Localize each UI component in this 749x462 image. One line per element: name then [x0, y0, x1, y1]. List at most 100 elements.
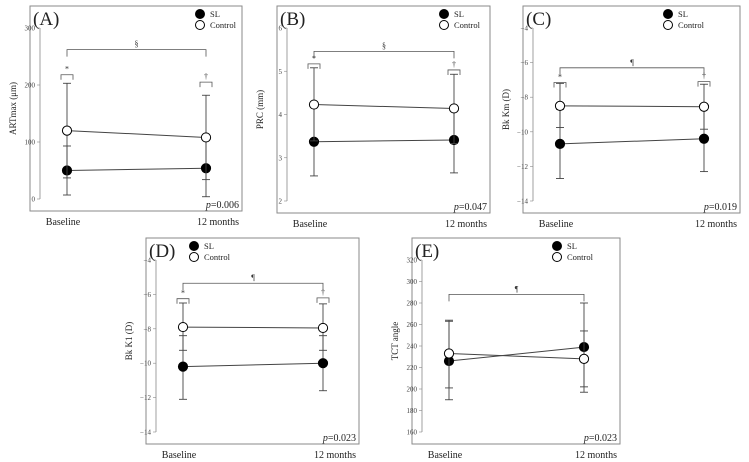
y-tick-label: 240 — [407, 343, 418, 351]
plot-frame — [29, 5, 243, 212]
data-point-control — [443, 348, 455, 359]
data-point-control — [578, 353, 590, 364]
y-tick-label: 320 — [407, 257, 418, 265]
legend-sl-label: SL — [567, 241, 577, 251]
y-axis-label: Bk K1 (D) — [124, 322, 134, 361]
y-tick-label: −4 — [144, 257, 152, 265]
data-point-control — [61, 125, 73, 136]
series-line-sl — [559, 138, 705, 145]
y-tick-label: −10 — [517, 128, 528, 136]
legend-sl-marker — [195, 9, 205, 19]
p-value: p=0.023 — [583, 433, 617, 444]
pair-bracket-symbol: † — [204, 72, 208, 81]
x-tick-label: Baseline — [428, 450, 463, 461]
pair-bracket-symbol: † — [702, 72, 706, 81]
panel-label: (D) — [149, 241, 175, 262]
data-point-control — [200, 132, 212, 143]
plot-frame — [411, 237, 621, 445]
series-line-control — [448, 353, 585, 360]
pair-bracket-symbol: * — [65, 65, 69, 74]
p-value-symbol: p — [322, 433, 328, 444]
x-tick-label: 12 months — [445, 219, 487, 230]
data-point-control — [698, 101, 710, 112]
legend-control-label: Control — [210, 20, 237, 30]
series-line-control — [182, 326, 324, 329]
data-point-control — [317, 322, 329, 334]
legend-sl-label: SL — [678, 9, 688, 19]
data-point-sl — [317, 358, 329, 369]
pair-bracket — [316, 297, 330, 303]
p-value: p=0.047 — [453, 202, 487, 213]
y-tick-label: 220 — [407, 364, 418, 372]
y-tick-label: 260 — [407, 321, 418, 329]
data-point-control — [554, 100, 566, 111]
y-tick-label: −8 — [144, 325, 152, 333]
y-tick-label: 160 — [407, 429, 418, 437]
series-line-control — [559, 105, 705, 108]
group-bracket-symbol: ¶ — [251, 273, 255, 282]
data-point-sl — [177, 361, 189, 372]
pair-bracket — [176, 298, 190, 304]
panel-label: (A) — [33, 9, 59, 30]
y-tick-label: −10 — [140, 360, 151, 368]
p-value-symbol: p — [205, 200, 211, 211]
plot-frame — [145, 237, 360, 445]
p-value: p=0.006 — [205, 200, 239, 211]
y-tick-label: −4 — [521, 25, 529, 33]
data-point-control — [448, 103, 460, 114]
y-tick-label: 300 — [407, 278, 418, 286]
legend-sl-marker — [439, 9, 449, 19]
y-tick-label: −14 — [140, 429, 151, 437]
legend-control-label: Control — [678, 20, 705, 30]
x-tick-label: 12 months — [314, 450, 356, 461]
series-line-control — [66, 130, 207, 138]
p-value: p=0.019 — [703, 202, 737, 213]
y-tick-label: −12 — [517, 163, 528, 171]
p-value-symbol: p — [453, 202, 459, 213]
y-tick-label: −6 — [144, 291, 152, 299]
group-bracket-symbol: ¶ — [515, 284, 519, 293]
group-bracket-symbol: § — [382, 41, 386, 50]
pair-bracket — [447, 69, 461, 75]
legend-sl-marker — [663, 9, 673, 19]
y-tick-label: −6 — [521, 59, 529, 67]
y-axis-label: TCT angle — [390, 322, 400, 361]
legend-control-marker — [552, 252, 562, 262]
group-bracket — [66, 49, 207, 57]
y-tick-label: 200 — [407, 386, 418, 394]
group-bracket — [313, 50, 455, 59]
p-value-symbol: p — [583, 433, 589, 444]
panel-e: 160 180 200 220 240 260 280 300 320 TCT angle (E) S… — [390, 237, 621, 461]
y-tick-label: 200 — [25, 82, 36, 90]
series-line-sl — [313, 139, 455, 143]
y-tick-label: 4 — [279, 111, 283, 119]
y-tick-label: 100 — [25, 139, 36, 147]
y-tick-label: 5 — [279, 68, 283, 76]
group-bracket — [559, 67, 705, 75]
data-point-sl — [554, 138, 566, 150]
series-line-sl — [448, 346, 585, 362]
group-bracket-symbol: § — [135, 40, 139, 49]
legend-control-marker — [439, 20, 449, 30]
y-tick-label: −14 — [517, 198, 528, 206]
legend-sl-marker — [552, 241, 562, 251]
legend-sl-label: SL — [204, 241, 214, 251]
x-tick-label: 12 months — [197, 217, 239, 228]
legend-control-marker — [189, 252, 199, 262]
p-value-number: =0.047 — [459, 202, 487, 213]
p-value-number: =0.006 — [211, 200, 239, 211]
p-value: p=0.023 — [322, 433, 356, 444]
y-tick-label: 0 — [32, 196, 36, 204]
legend-sl-marker — [189, 241, 199, 251]
pair-bracket — [307, 63, 321, 69]
pair-bracket-symbol: * — [181, 289, 185, 298]
legend-control-marker — [195, 20, 205, 30]
y-tick-label: 280 — [407, 300, 418, 308]
y-tick-label: 180 — [407, 407, 418, 415]
y-tick-label: 300 — [25, 25, 36, 33]
x-tick-label: Baseline — [539, 219, 574, 230]
